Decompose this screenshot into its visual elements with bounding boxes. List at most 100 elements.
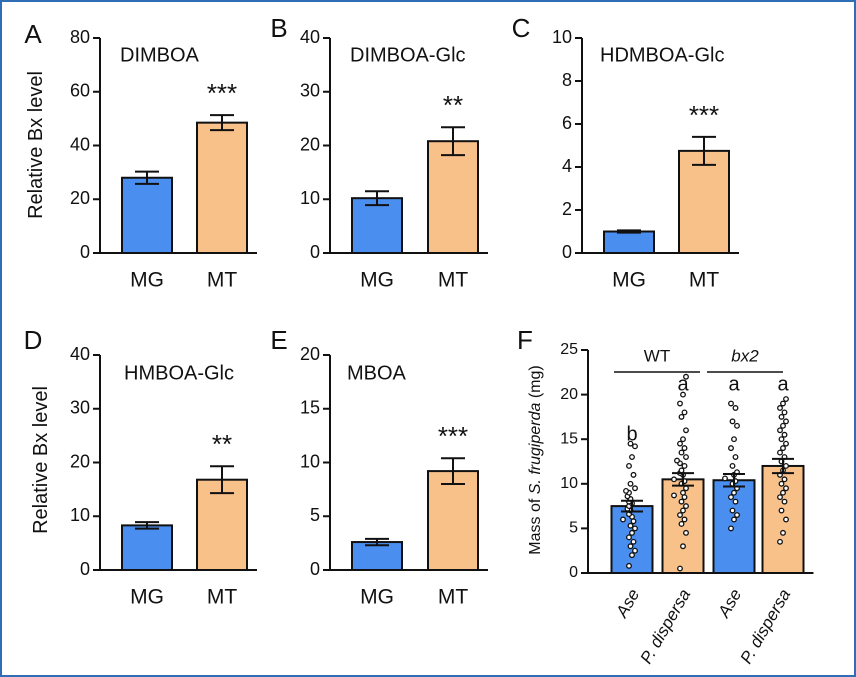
data-point [626,534,632,541]
x-category-label: MG [360,269,394,292]
significance-letter: a [777,373,789,395]
data-point [728,494,734,501]
y-axis-label: Mass of S. frugiperda (mg) [527,365,544,554]
data-point [729,418,736,425]
data-point [781,476,788,483]
y-tick-label: 0 [569,564,578,581]
data-point [677,512,683,518]
group-label: bx2 [731,346,759,365]
data-point [674,457,680,464]
y-tick-label: 4 [562,156,572,176]
y-tick-label: 2 [562,199,572,219]
y-tick-label: 20 [70,188,90,208]
y-tick-label: 6 [562,113,572,133]
bar-1 [351,197,403,255]
data-point [732,405,739,411]
y-tick-label: 60 [70,81,90,101]
significance-marker: *** [438,421,468,451]
panel-label: D [24,325,43,355]
data-point [629,552,635,559]
data-point [680,507,686,514]
bar-2 [427,140,479,254]
data-point [783,463,789,469]
data-point [778,413,785,420]
data-point [683,485,689,492]
x-category-label: P. dispersa [636,586,694,667]
data-point [777,427,783,434]
panel-label: B [270,13,287,43]
data-point [728,400,734,407]
y-tick-label: 8 [562,70,572,90]
panel-label: E [270,325,287,355]
bar-1 [603,230,655,254]
data-point [683,503,689,510]
y-tick-label: 5 [569,520,578,537]
panel-label: A [24,19,42,49]
x-category-label: Ase [612,586,644,622]
x-category-label: MG [130,269,164,292]
y-tick-label: 20 [300,134,320,154]
y-tick-label: 0 [310,242,320,262]
significance-marker: ** [212,429,232,459]
y-tick-label: 10 [300,188,320,208]
data-point [778,507,785,514]
data-point [732,454,739,460]
panel-f: F Mass of S. frugiperda (mg) 0 5 10 15 20 25 Ase… [517,325,814,667]
y-tick-label: 0 [80,559,90,579]
data-point [778,480,785,487]
data-point [630,538,637,545]
data-point [680,391,686,398]
panel-e: E MBOA 0 5 10 15 20 MG MT *** [270,325,488,609]
data-point [731,489,737,496]
data-point [678,449,685,456]
data-point [671,492,677,499]
data-point [729,463,736,469]
data-point [632,485,638,492]
data-point [732,498,739,505]
x-category-label: MT [207,269,237,292]
y-tick-label: 10 [300,451,320,471]
y-tick-label: 10 [552,27,572,47]
y-tick-label: 40 [70,134,90,154]
data-point [627,440,634,447]
data-point [731,516,737,523]
data-point [678,520,685,527]
x-category-label: MG [360,586,394,609]
panel-label: C [512,13,531,43]
x-category-label: MT [207,586,237,609]
significance-marker: *** [689,100,719,130]
bar-3 [712,479,756,574]
data-point [780,400,786,407]
data-point [671,476,677,483]
y-tick-label: 15 [560,430,578,447]
significance-letter: b [626,423,637,445]
data-point [632,525,638,532]
y-tick-label: 80 [70,27,90,47]
data-point [680,489,686,496]
y-tick-label: 5 [310,505,320,525]
x-category-label: MT [438,269,468,292]
data-point [728,445,734,452]
panel-title: MBOA [347,362,407,384]
data-point [729,507,736,514]
data-point [783,516,789,523]
significance-marker: *** [207,78,237,108]
bar-2 [196,121,248,254]
data-point [778,436,785,443]
bar-1 [121,524,173,572]
data-point [781,498,788,505]
data-point [620,516,626,523]
y-tick-label: 0 [80,242,90,262]
panel-c: C HDMBOA-Glc 0 2 4 6 8 10 MG MT *** [512,13,739,292]
data-point [780,445,786,452]
data-point [783,485,789,492]
data-point [627,522,634,529]
data-point [626,562,632,569]
data-point [629,454,635,460]
panel-title: HMBOA-Glc [124,362,234,384]
data-point [781,409,788,416]
panel-title: HDMBOA-Glc [600,44,724,66]
group-label: WT [644,346,670,365]
y-axis-label-part: S. frugiperda [527,403,544,495]
